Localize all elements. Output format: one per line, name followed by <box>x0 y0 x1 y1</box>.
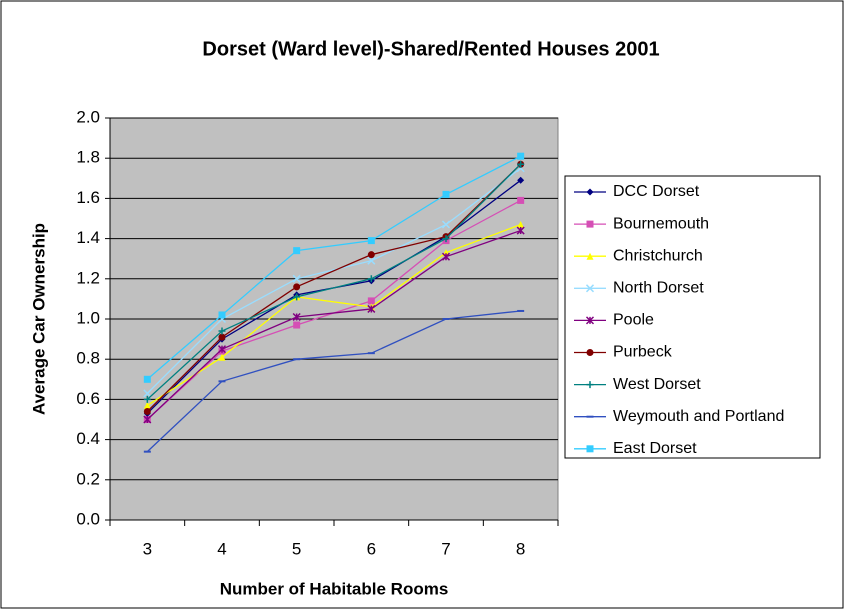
y-tick-label: 2.0 <box>76 107 100 126</box>
marker <box>586 188 594 196</box>
x-tick-label: 6 <box>367 539 376 558</box>
marker <box>441 220 451 229</box>
y-axis-title: Average Car Ownership <box>29 223 48 415</box>
x-tick-label: 4 <box>217 539 226 558</box>
y-tick-label: 0.2 <box>76 469 100 488</box>
marker <box>292 312 301 322</box>
y-tick-label: 1.6 <box>76 188 100 207</box>
marker <box>367 275 375 283</box>
y-tick-label: 1.4 <box>76 228 100 247</box>
legend-label: Bournemouth <box>613 215 709 232</box>
legend-label: Weymouth and Portland <box>613 408 784 425</box>
marker <box>367 297 375 305</box>
y-tick-label: 0.0 <box>76 509 100 528</box>
marker <box>517 160 525 168</box>
marker <box>586 381 594 389</box>
legend-label: Purbeck <box>613 344 673 361</box>
marker <box>293 247 301 255</box>
y-tick-label: 0.8 <box>76 349 100 368</box>
marker <box>586 252 594 260</box>
marker <box>586 349 594 356</box>
marker <box>586 445 594 453</box>
legend-box <box>564 175 821 459</box>
x-tick-label: 7 <box>441 539 450 558</box>
series-line <box>146 229 521 420</box>
marker <box>218 311 226 319</box>
series-line <box>146 223 521 406</box>
marker <box>585 284 595 293</box>
marker <box>218 327 226 335</box>
marker <box>586 220 594 228</box>
legend-label: West Dorset <box>613 376 701 393</box>
legend-label: Christchurch <box>613 247 703 264</box>
marker <box>517 196 525 204</box>
marker <box>367 256 376 265</box>
marker <box>218 333 226 341</box>
marker <box>143 375 151 383</box>
marker <box>292 274 301 283</box>
legend-label: Poole <box>613 312 654 329</box>
series-line <box>146 310 521 453</box>
y-tick-label: 1.8 <box>76 148 100 167</box>
marker <box>217 345 227 354</box>
marker <box>517 152 525 160</box>
marker <box>293 321 301 329</box>
marker <box>517 176 525 184</box>
x-tick-label: 8 <box>516 539 525 558</box>
legend-label: North Dorset <box>613 280 704 297</box>
series-line <box>146 155 521 380</box>
series-line <box>146 163 522 400</box>
legend-label: DCC Dorset <box>613 183 700 200</box>
x-axis-title: Number of Habitable Rooms <box>220 579 449 598</box>
series-line <box>146 167 522 394</box>
marker <box>442 190 450 198</box>
marker <box>143 401 151 409</box>
x-tick-label: 5 <box>292 539 301 558</box>
series-line <box>146 163 522 412</box>
marker <box>293 283 301 291</box>
marker <box>218 353 226 361</box>
marker <box>143 395 151 403</box>
marker <box>441 252 451 261</box>
marker <box>143 389 152 398</box>
marker <box>367 304 376 313</box>
marker <box>143 407 151 415</box>
marker <box>367 237 375 245</box>
marker <box>516 226 525 235</box>
chart-title: Dorset (Ward level)-Shared/Rented Houses… <box>202 38 659 60</box>
y-tick-label: 0.4 <box>76 429 100 448</box>
marker <box>143 415 152 424</box>
marker <box>517 221 525 229</box>
x-tick-label: 3 <box>143 539 152 558</box>
y-tick-label: 0.6 <box>76 389 100 408</box>
legend-label: East Dorset <box>613 440 697 457</box>
y-tick-label: 1.2 <box>76 268 100 287</box>
marker <box>293 293 301 301</box>
y-tick-label: 1.0 <box>76 308 100 327</box>
marker <box>367 251 375 259</box>
marker <box>442 235 450 243</box>
marker <box>585 316 595 325</box>
